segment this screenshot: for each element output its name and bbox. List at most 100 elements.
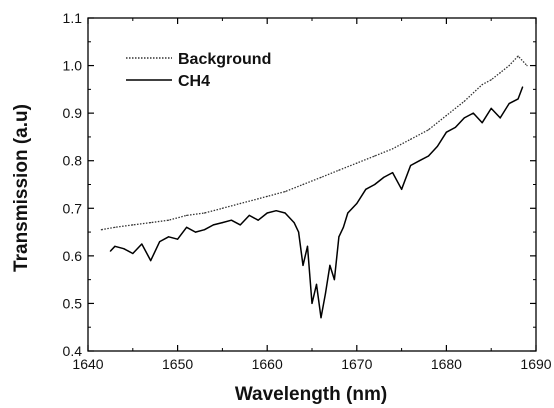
data-point-ch4 bbox=[463, 117, 465, 119]
data-point-ch4 bbox=[293, 222, 295, 224]
data-point-background bbox=[100, 229, 102, 231]
data-point-background bbox=[508, 65, 510, 67]
data-point-ch4 bbox=[248, 214, 250, 216]
data-point-ch4 bbox=[499, 117, 501, 119]
data-point-ch4 bbox=[324, 293, 326, 295]
data-point-ch4 bbox=[109, 250, 111, 252]
data-point-background bbox=[221, 207, 223, 209]
data-point-background bbox=[410, 138, 412, 140]
data-point-background bbox=[526, 65, 528, 67]
data-point-ch4 bbox=[427, 155, 430, 157]
data-point-ch4 bbox=[383, 176, 385, 178]
data-point-ch4 bbox=[338, 236, 340, 238]
data-point-background bbox=[463, 100, 465, 102]
data-point-ch4 bbox=[150, 260, 152, 262]
x-tick-label: 1660 bbox=[252, 356, 283, 372]
data-point-ch4 bbox=[365, 188, 367, 190]
data-point-background bbox=[499, 72, 501, 74]
y-axis-title: Transmission (a.u) bbox=[11, 104, 32, 272]
data-point-ch4 bbox=[123, 248, 125, 250]
y-tick-label: 1.0 bbox=[63, 58, 83, 74]
data-point-ch4 bbox=[329, 264, 331, 266]
data-point-background bbox=[445, 114, 447, 117]
data-point-background bbox=[320, 176, 322, 178]
y-tick-label: 0.5 bbox=[63, 295, 83, 311]
data-point-ch4 bbox=[472, 112, 474, 114]
data-point-background bbox=[266, 195, 268, 197]
data-point-ch4 bbox=[221, 222, 223, 224]
data-point-ch4 bbox=[298, 231, 300, 233]
data-point-ch4 bbox=[284, 212, 286, 214]
data-point-ch4 bbox=[333, 279, 335, 281]
data-point-ch4 bbox=[508, 103, 510, 105]
data-point-background bbox=[481, 84, 483, 86]
series-line-ch4 bbox=[109, 86, 524, 319]
data-point-ch4 bbox=[401, 188, 403, 190]
data-point-background bbox=[239, 202, 241, 205]
data-point-ch4 bbox=[356, 202, 358, 205]
y-tick-label: 0.8 bbox=[63, 153, 83, 169]
axis-layer: 1640 1650 1660 1670 1680 1690 0.4 0.5 0.6 0.7 0.8 0… bbox=[63, 10, 552, 372]
data-point-ch4 bbox=[186, 226, 188, 228]
legend-label-ch4: CH4 bbox=[178, 73, 210, 90]
data-point-background bbox=[203, 212, 206, 214]
series-layer bbox=[100, 55, 528, 319]
data-point-ch4 bbox=[311, 302, 313, 304]
x-tick-label: 1650 bbox=[162, 356, 193, 372]
x-tick-label: 1690 bbox=[520, 356, 551, 372]
y-tick-label: 0.6 bbox=[63, 248, 83, 264]
data-point-ch4 bbox=[445, 131, 447, 133]
data-point-ch4 bbox=[517, 98, 519, 100]
data-point-ch4 bbox=[203, 229, 206, 231]
legend: Background CH4 bbox=[126, 51, 271, 90]
data-point-background bbox=[356, 162, 358, 164]
data-point-ch4 bbox=[490, 107, 492, 109]
data-point-ch4 bbox=[347, 212, 349, 214]
data-point-background bbox=[284, 191, 286, 193]
data-point-background bbox=[517, 55, 519, 57]
x-tick-label: 1640 bbox=[72, 356, 103, 372]
data-point-ch4 bbox=[257, 219, 259, 221]
data-point-ch4 bbox=[374, 183, 376, 186]
data-point-ch4 bbox=[239, 224, 241, 226]
data-point-ch4 bbox=[481, 122, 483, 124]
data-point-ch4 bbox=[114, 245, 116, 247]
data-point-ch4 bbox=[194, 231, 197, 233]
data-point-ch4 bbox=[522, 86, 524, 88]
data-point-background bbox=[338, 169, 340, 171]
data-point-background bbox=[302, 183, 304, 186]
data-point-background bbox=[132, 224, 134, 226]
data-point-ch4 bbox=[315, 283, 318, 285]
data-point-background bbox=[150, 222, 152, 224]
data-point-background bbox=[168, 219, 170, 221]
data-point-ch4 bbox=[159, 241, 161, 243]
legend-label-background: Background bbox=[178, 51, 271, 68]
data-point-ch4 bbox=[132, 252, 134, 255]
data-point-background bbox=[490, 79, 492, 81]
y-tick-label: 1.1 bbox=[63, 10, 83, 26]
data-point-ch4 bbox=[306, 245, 309, 247]
data-point-ch4 bbox=[320, 317, 322, 319]
data-point-ch4 bbox=[168, 236, 170, 238]
data-point-ch4 bbox=[410, 164, 412, 167]
data-point-ch4 bbox=[418, 160, 421, 162]
y-tick-label: 0.7 bbox=[63, 200, 83, 216]
data-point-ch4 bbox=[177, 238, 179, 240]
x-tick-label: 1680 bbox=[431, 356, 462, 372]
data-point-ch4 bbox=[392, 172, 394, 174]
series-line-background bbox=[101, 55, 528, 231]
data-point-background bbox=[186, 214, 188, 216]
x-axis-title: Wavelength (nm) bbox=[235, 384, 387, 405]
data-point-background bbox=[392, 148, 394, 150]
data-point-background bbox=[427, 129, 430, 131]
data-point-ch4 bbox=[436, 145, 438, 147]
data-point-ch4 bbox=[342, 226, 344, 228]
data-point-ch4 bbox=[230, 219, 232, 221]
data-point-background bbox=[374, 155, 376, 157]
data-point-ch4 bbox=[212, 224, 214, 226]
data-point-ch4 bbox=[302, 264, 304, 266]
data-point-background bbox=[257, 198, 259, 200]
y-tick-label: 0.9 bbox=[63, 105, 83, 121]
y-tick-label: 0.4 bbox=[63, 343, 83, 359]
x-tick-label: 1670 bbox=[341, 356, 372, 372]
